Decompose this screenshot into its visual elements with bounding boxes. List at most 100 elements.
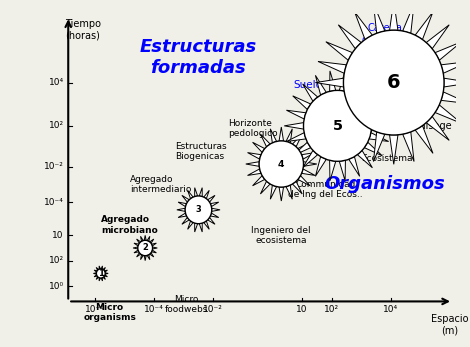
Polygon shape [293, 142, 311, 156]
Polygon shape [204, 190, 209, 198]
Polygon shape [144, 256, 146, 261]
Polygon shape [444, 78, 470, 87]
Ellipse shape [96, 269, 105, 278]
Polygon shape [96, 268, 99, 270]
Polygon shape [144, 235, 146, 240]
Polygon shape [105, 273, 108, 274]
Polygon shape [326, 105, 352, 124]
Text: 10⁻²: 10⁻² [44, 162, 64, 171]
Polygon shape [315, 78, 344, 87]
Polygon shape [286, 133, 306, 142]
Polygon shape [208, 195, 215, 202]
Text: 10⁴: 10⁴ [383, 305, 399, 314]
Polygon shape [286, 185, 292, 199]
Text: 4: 4 [278, 160, 284, 169]
Text: Agregado
microbiano: Agregado microbiano [101, 215, 157, 235]
Polygon shape [329, 71, 336, 91]
Polygon shape [199, 188, 202, 196]
Polygon shape [339, 160, 345, 181]
Polygon shape [369, 110, 389, 119]
Polygon shape [403, 4, 414, 33]
Polygon shape [199, 223, 202, 232]
Polygon shape [354, 12, 372, 40]
Text: Communidad
de Ing del Ecos..: Communidad de Ing del Ecos.. [289, 180, 363, 199]
Text: Catena
de suelos: Catena de suelos [362, 24, 408, 45]
Polygon shape [286, 110, 306, 119]
Text: Paisage: Paisage [415, 121, 452, 131]
Polygon shape [101, 266, 102, 269]
Polygon shape [318, 92, 346, 104]
Polygon shape [298, 176, 310, 186]
Text: 3: 3 [196, 205, 201, 214]
Polygon shape [279, 127, 283, 141]
Polygon shape [94, 275, 97, 277]
Polygon shape [150, 239, 154, 243]
Polygon shape [302, 153, 315, 159]
Polygon shape [103, 268, 105, 270]
Text: Ecosistema: Ecosistema [361, 154, 413, 163]
Polygon shape [134, 243, 139, 246]
Polygon shape [248, 153, 261, 159]
Polygon shape [99, 278, 101, 281]
Polygon shape [152, 243, 157, 246]
Polygon shape [390, 1, 398, 30]
Text: 10⁻⁴: 10⁻⁴ [44, 198, 64, 207]
Text: Micro
organisms: Micro organisms [83, 303, 136, 322]
Polygon shape [104, 275, 108, 277]
Polygon shape [286, 129, 292, 143]
Ellipse shape [344, 30, 444, 135]
Polygon shape [315, 75, 326, 95]
Polygon shape [212, 208, 220, 211]
Polygon shape [303, 84, 318, 101]
Text: 6: 6 [387, 73, 400, 92]
Polygon shape [270, 185, 277, 199]
Polygon shape [150, 253, 154, 257]
Polygon shape [304, 162, 317, 166]
Polygon shape [426, 25, 449, 49]
Polygon shape [103, 277, 105, 279]
Polygon shape [96, 277, 99, 279]
Polygon shape [403, 132, 414, 161]
Text: 10²: 10² [49, 121, 64, 130]
Polygon shape [248, 169, 261, 176]
Polygon shape [302, 169, 315, 176]
Text: Suelo: Suelo [293, 80, 322, 90]
Polygon shape [137, 239, 141, 243]
Text: Micro
foodwebs: Micro foodwebs [165, 295, 208, 314]
Polygon shape [374, 4, 385, 33]
Polygon shape [153, 247, 157, 249]
Ellipse shape [138, 240, 153, 256]
Polygon shape [303, 150, 318, 168]
Polygon shape [101, 278, 102, 281]
Polygon shape [188, 190, 193, 198]
Polygon shape [339, 71, 345, 91]
Polygon shape [284, 122, 304, 129]
Text: 10⁻²: 10⁻² [204, 305, 223, 314]
Polygon shape [270, 129, 277, 143]
Polygon shape [357, 150, 372, 168]
Polygon shape [204, 221, 209, 229]
Polygon shape [137, 253, 141, 257]
Polygon shape [133, 247, 138, 249]
Text: 2: 2 [142, 244, 148, 253]
Polygon shape [141, 236, 143, 241]
Text: Tiempo
(horas): Tiempo (horas) [65, 19, 101, 41]
Polygon shape [364, 142, 382, 156]
Polygon shape [349, 156, 360, 176]
Ellipse shape [185, 196, 212, 224]
Polygon shape [441, 61, 470, 73]
Polygon shape [338, 117, 361, 141]
Polygon shape [415, 12, 433, 40]
Polygon shape [298, 142, 310, 152]
Polygon shape [279, 187, 283, 201]
Polygon shape [374, 132, 385, 161]
Text: 1: 1 [98, 269, 104, 278]
Polygon shape [293, 96, 311, 109]
Polygon shape [369, 133, 389, 142]
Polygon shape [326, 42, 352, 60]
Polygon shape [94, 270, 97, 272]
Text: 10⁻⁴: 10⁻⁴ [144, 305, 164, 314]
Polygon shape [104, 270, 108, 272]
Polygon shape [338, 25, 361, 49]
Polygon shape [260, 181, 270, 194]
